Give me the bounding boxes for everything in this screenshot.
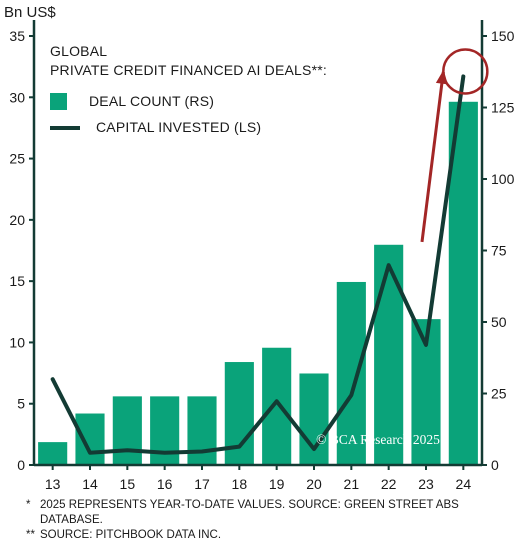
footnote-1-mark: * <box>26 499 31 511</box>
left-axis-tick-label-5: 5 <box>17 396 25 412</box>
left-axis-tick-label-10: 10 <box>9 334 25 350</box>
bar-deal-count-20 <box>299 373 329 465</box>
bar-deal-count-14 <box>75 413 105 465</box>
legend-item-capital-invested: CAPITAL INVESTED (LS) <box>50 118 261 137</box>
legend-swatch-line <box>50 125 80 130</box>
bar-deal-count-24 <box>448 101 478 465</box>
x-axis-tick-label-19: 19 <box>269 476 285 492</box>
footnote-2-mark: ** <box>26 529 35 541</box>
footnote-2-text: SOURCE: PITCHBOOK DATA INC. <box>40 529 222 541</box>
footnotes: * 2025 REPRESENTS YEAR-TO-DATE VALUES. S… <box>26 498 506 543</box>
x-axis-tick-label-15: 15 <box>120 476 136 492</box>
x-axis-tick-label-22: 22 <box>381 476 397 492</box>
x-axis-tick-label-13: 13 <box>45 476 61 492</box>
annotation-arrow-shaft <box>420 71 445 243</box>
x-axis-tick-label-20: 20 <box>306 476 322 492</box>
x-axis-tick-label-21: 21 <box>344 476 360 492</box>
annotation-highlight-circle <box>442 48 489 95</box>
right-axis-tick-label-25: 25 <box>491 386 507 402</box>
footnote-1-text: 2025 REPRESENTS YEAR-TO-DATE VALUES. SOU… <box>40 499 459 526</box>
left-axis-unit-label: Bn US$ <box>4 4 56 21</box>
left-axis-tick-label-20: 20 <box>9 212 25 228</box>
chart-title-line-1: GLOBAL <box>50 43 108 59</box>
right-axis-tick-label-100: 100 <box>491 171 515 187</box>
right-axis-tick-label-125: 125 <box>491 100 515 116</box>
x-axis-tick-label-17: 17 <box>194 476 210 492</box>
x-axis-tick-label-18: 18 <box>232 476 248 492</box>
right-axis-tick-label-75: 75 <box>491 243 507 259</box>
legend-item-deal-count: DEAL COUNT (RS) <box>50 92 214 111</box>
bar-deal-count-19 <box>262 347 292 465</box>
x-axis-tick-label-14: 14 <box>82 476 98 492</box>
legend-label-capital-invested: CAPITAL INVESTED (LS) <box>96 119 262 135</box>
left-axis-tick-label-35: 35 <box>9 28 25 44</box>
line-capital-invested <box>50 74 466 455</box>
legend: GLOBAL PRIVATE CREDIT FINANCED AI DEALS*… <box>50 42 327 135</box>
left-axis-tick-label-30: 30 <box>9 89 25 105</box>
left-axis-tick-label-25: 25 <box>9 151 25 167</box>
x-axis-tick-label-24: 24 <box>456 476 472 492</box>
bar-deal-count-17 <box>187 396 217 465</box>
footnote-2: ** SOURCE: PITCHBOOK DATA INC. <box>26 528 506 543</box>
bar-deal-count-15 <box>112 396 142 465</box>
right-axis-tick-label-50: 50 <box>491 314 507 330</box>
legend-swatch-bar <box>50 93 67 110</box>
bar-deal-count-13 <box>38 442 68 465</box>
chart-svg: 0 5 10 15 20 25 30 35 0 25 50 75 100 125 150 13 14 15 16 17… <box>9 20 515 492</box>
footnote-1: * 2025 REPRESENTS YEAR-TO-DATE VALUES. S… <box>26 498 506 528</box>
bar-deal-count-21 <box>336 281 366 465</box>
chart-title-line-2: PRIVATE CREDIT FINANCED AI DEALS**: <box>50 62 327 78</box>
x-axis-tick-label-16: 16 <box>157 476 173 492</box>
right-axis-tick-label-0: 0 <box>491 457 499 473</box>
left-axis-tick-label-0: 0 <box>17 457 25 473</box>
left-axis-tick-label-15: 15 <box>9 273 25 289</box>
right-axis-tick-label-150: 150 <box>491 28 515 44</box>
bca-watermark: © BCA Research 2025 <box>316 432 440 447</box>
legend-label-deal-count: DEAL COUNT (RS) <box>89 93 215 109</box>
x-axis-tick-label-23: 23 <box>418 476 434 492</box>
